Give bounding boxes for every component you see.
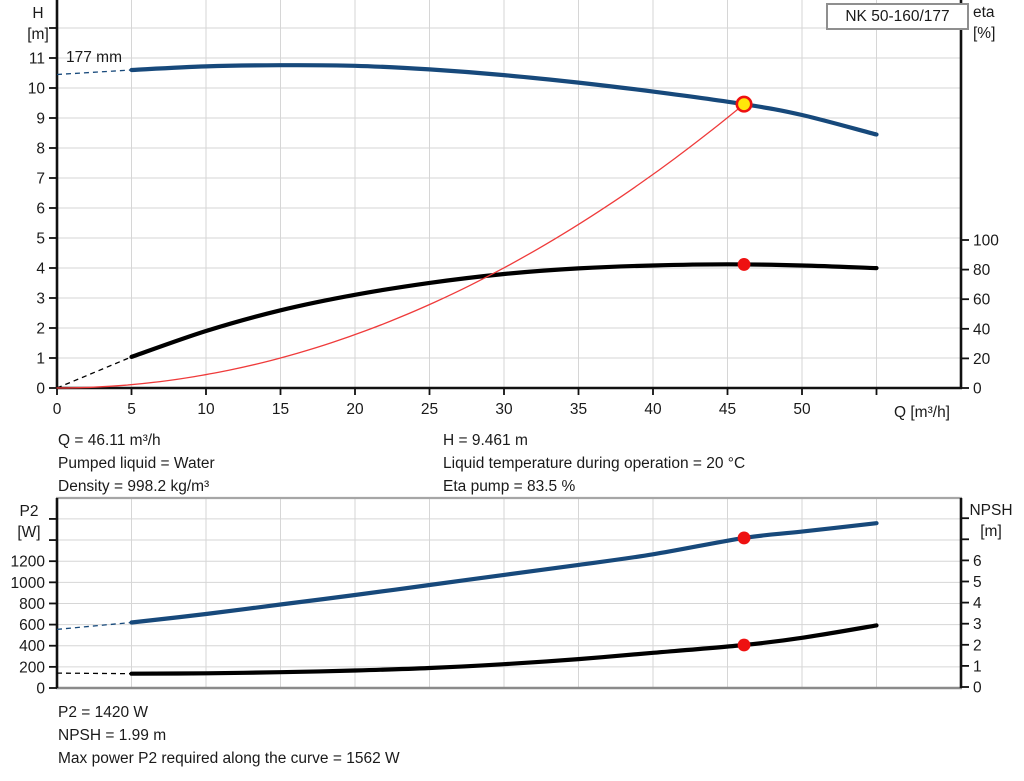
- left-axis-tick-label: 1200: [11, 554, 46, 571]
- x-axis-tick-label: 20: [346, 401, 364, 418]
- left-axis-tick-label: 400: [19, 638, 45, 655]
- npsh-curve: [129, 623, 879, 676]
- duty-point: [735, 95, 753, 113]
- x-axis-tick-label: 5: [127, 401, 136, 418]
- right-axis-tick-label: 0: [973, 381, 982, 398]
- left-axis-tick-label: 0: [36, 681, 45, 698]
- efficiency-point: [737, 258, 751, 271]
- max-power-value: Max power P2 required along the curve = …: [58, 750, 400, 767]
- left-axis-tick-label: 200: [19, 659, 45, 676]
- q-axis-label: Q [m³/h]: [894, 404, 950, 421]
- p2-point: [737, 531, 751, 545]
- head-value: H = 9.461 m: [443, 432, 528, 449]
- eta-axis-label-line2: [%]: [973, 25, 996, 42]
- pumped-liquid-value: Pumped liquid = Water: [58, 455, 215, 472]
- left-axis-tick-label: 8: [36, 141, 45, 158]
- left-axis-tick-label: 6: [36, 201, 45, 218]
- head-axis-label-line2: [m]: [27, 26, 49, 43]
- right-axis-tick-label: 40: [973, 321, 991, 338]
- x-axis-tick-label: 35: [570, 401, 587, 418]
- right-axis-tick-label: 3: [973, 616, 982, 633]
- right-axis-tick-label: 5: [973, 574, 982, 591]
- right-axis-tick-label: 20: [973, 351, 991, 368]
- left-axis-tick-label: 600: [19, 617, 45, 634]
- npsh-point: [737, 638, 751, 652]
- x-axis-tick-label: 25: [421, 401, 438, 418]
- x-axis-tick-label: 30: [495, 401, 513, 418]
- efficiency-curve-extrapolation: [56, 356, 132, 389]
- eta-axis-label: eta [%]: [973, 2, 995, 44]
- right-axis-tick-label: 1: [973, 658, 982, 675]
- pump-type-badge: NK 50-160/177: [826, 3, 969, 30]
- duty-info-left: Q = 46.11 m³/h Pumped liquid = Water Den…: [58, 429, 215, 498]
- p2-axis-label: P2 [W]: [8, 501, 50, 543]
- system-curve: [56, 103, 745, 389]
- x-axis-tick-label: 0: [53, 401, 62, 418]
- left-axis-tick-label: 5: [36, 231, 45, 248]
- right-axis-tick-label: 60: [973, 292, 991, 309]
- p2-axis-label-line2: [W]: [17, 524, 41, 541]
- p2-value: P2 = 1420 W: [58, 704, 149, 721]
- right-axis-tick-label: 80: [973, 262, 991, 279]
- x-axis-tick-label: 15: [272, 401, 289, 418]
- duty-info-right: H = 9.461 m Liquid temperature during op…: [443, 429, 745, 498]
- x-axis-tick-label: 40: [644, 401, 662, 418]
- p2-axis-label-line1: P2: [19, 503, 39, 520]
- eta-axis-label-line1: eta: [973, 4, 995, 21]
- npsh-curve-extrapolation: [56, 672, 132, 675]
- npsh-value: NPSH = 1.99 m: [58, 727, 167, 744]
- head-axis-label: H [m]: [20, 3, 56, 45]
- left-axis-tick-label: 4: [36, 261, 45, 278]
- left-axis-tick-label: 0: [36, 381, 45, 398]
- x-axis-tick-label: 50: [793, 401, 811, 418]
- right-axis-tick-label: 0: [973, 680, 982, 697]
- p2-curve-extrapolation: [56, 621, 132, 631]
- impeller-diameter-label: 177 mm: [66, 49, 122, 66]
- liquid-temperature-value: Liquid temperature during operation = 20…: [443, 455, 746, 472]
- density-value: Density = 998.2 kg/m³: [58, 478, 210, 495]
- left-axis-tick-label: 9: [36, 111, 45, 128]
- left-axis-tick-label: 11: [29, 51, 45, 68]
- x-axis-tick-label: 45: [719, 401, 736, 418]
- left-axis-tick-label: 10: [28, 81, 46, 98]
- npsh-axis-label: NPSH [m]: [962, 500, 1020, 542]
- x-axis-tick-label: 10: [197, 401, 215, 418]
- npsh-axis-label-line1: NPSH: [969, 502, 1013, 519]
- right-axis-tick-label: 6: [973, 553, 982, 570]
- head-curve-177mm-extrapolation: [56, 69, 132, 76]
- right-axis-tick-label: 100: [973, 233, 999, 250]
- flow-value: Q = 46.11 m³/h: [58, 432, 161, 449]
- power-npsh-info: P2 = 1420 W NPSH = 1.99 m Max power P2 r…: [58, 701, 400, 770]
- right-axis-tick-label: 4: [973, 595, 982, 612]
- npsh-axis-label-line2: [m]: [980, 523, 1002, 540]
- left-axis-tick-label: 1: [36, 351, 45, 368]
- right-axis-tick-label: 2: [973, 637, 982, 654]
- left-axis-tick-label: 2: [36, 321, 45, 338]
- head-curve-177mm: [129, 63, 879, 137]
- left-axis-tick-label: 7: [36, 171, 45, 188]
- left-axis-tick-label: 3: [36, 291, 45, 308]
- head-axis-label-line1: H: [32, 5, 44, 22]
- left-axis-tick-label: 800: [19, 596, 45, 613]
- eta-pump-value: Eta pump = 83.5 %: [443, 478, 576, 495]
- left-axis-tick-label: 1000: [11, 575, 46, 592]
- p2-curve: [129, 521, 879, 625]
